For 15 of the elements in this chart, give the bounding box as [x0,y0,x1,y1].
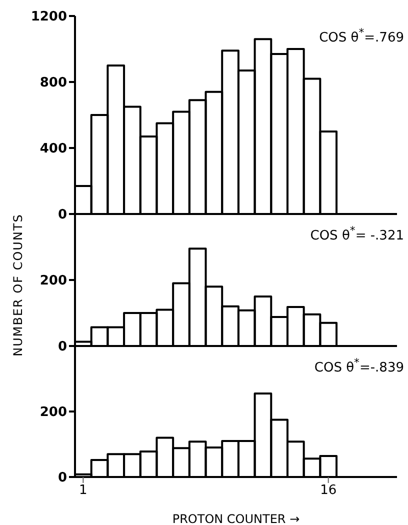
y-tick-label: 800 [40,76,67,91]
y-axis-title: NUMBER OF COUNTS [11,214,25,356]
y-tick-label: 200 [40,274,67,289]
annotation: COS θ$^{*}$=-.839 [314,356,404,376]
x-axis-title: PROTON COUNTER → [172,512,300,525]
y-tick-label: 0 [58,470,67,486]
y-tick-label: 400 [40,142,67,157]
y-tick-label: 0 [58,208,67,223]
x-tick-label: 16 [320,483,337,498]
annotation: COS θ$^{*}$=.769 [319,26,404,46]
y-tick-label: 1200 [30,10,67,25]
x-tick-label: 1 [79,483,88,498]
annotation: COS θ$^{*}$= -.321 [310,224,404,244]
y-tick-label: 200 [40,405,67,420]
y-tick-label: 0 [58,340,67,355]
